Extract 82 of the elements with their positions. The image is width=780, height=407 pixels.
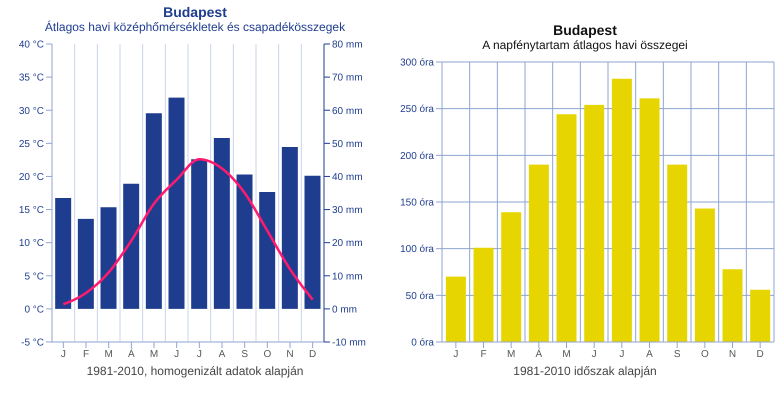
y-tick-label: 10 °C: [18, 238, 44, 250]
bar: [191, 159, 208, 309]
bar: [123, 184, 140, 309]
y-tick-label: 40 °C: [18, 40, 44, 51]
bar: [501, 212, 522, 342]
bar: [750, 290, 770, 342]
bar: [528, 164, 549, 342]
x-tick-label: Á: [535, 348, 542, 360]
bar: [214, 138, 230, 309]
y-tick-label: 200 óra: [400, 150, 434, 162]
y2-tick-label: -10 mm: [332, 338, 366, 349]
bar: [694, 208, 715, 342]
x-tick-label: S: [674, 349, 681, 360]
bar: [282, 146, 298, 309]
bar: [667, 164, 688, 342]
y-tick-label: 30 °C: [18, 106, 44, 117]
y-tick-label: 0 óra: [411, 338, 434, 349]
x-tick-label: J: [174, 349, 180, 360]
text: 1981-2010 időszak alapján: [512, 364, 658, 378]
y2-tick-label: 60 mm: [332, 106, 363, 117]
y-tick-label: 50 óra: [406, 290, 434, 302]
bar: [556, 114, 577, 342]
line-series: [62, 158, 314, 306]
chart-title: Budapest: [162, 4, 228, 20]
x-tick-label: J: [619, 349, 624, 360]
text: 1981-2010, homogenizált adatok alapján: [86, 364, 304, 378]
y2-tick-label: 50 mm: [332, 138, 363, 150]
x-tick-label: A: [646, 349, 654, 360]
y-tick-label: -5 °C: [21, 338, 44, 349]
y-tick-label: 5 °C: [24, 271, 44, 282]
x-tick-label: Á: [128, 348, 135, 360]
bar: [612, 78, 632, 342]
y-tick-label: 20 °C: [18, 172, 44, 183]
bar: [168, 98, 185, 309]
bar: [584, 104, 604, 342]
x-tick-label: M: [562, 349, 571, 360]
chart-title: Budapest: [552, 22, 618, 38]
y-tick-label: 15 °C: [18, 205, 44, 216]
bar: [146, 113, 162, 309]
bar: [236, 174, 253, 309]
y2-tick-label: 70 mm: [332, 72, 363, 84]
y-tick-label: 250 óra: [400, 104, 434, 116]
y2-tick-label: 20 mm: [332, 238, 363, 250]
bar: [640, 98, 660, 342]
y2-tick-label: 80 mm: [332, 40, 363, 51]
x-tick-label: M: [506, 349, 516, 360]
x-tick-label: O: [263, 349, 272, 360]
bar: [446, 276, 466, 342]
bar: [722, 269, 743, 342]
x-tick-label: M: [104, 349, 113, 360]
x-tick-label: S: [241, 349, 248, 360]
x-tick-label: J: [196, 349, 202, 360]
x-tick-label: J: [60, 349, 66, 360]
bar: [78, 218, 94, 309]
x-tick-label: M: [150, 349, 158, 360]
bar: [474, 248, 494, 342]
bar: [100, 207, 117, 309]
bar: [55, 198, 72, 309]
chart-subtitle: Átlagos havi középhőmérsékletek és csapadékösszegek: [44, 20, 346, 34]
bar: [304, 176, 321, 309]
x-tick-label: D: [309, 349, 316, 360]
chart-subtitle: A napfénytartam átlagos havi összegei: [481, 38, 689, 52]
x-tick-label: J: [592, 349, 597, 360]
y2-tick-label: 0 mm: [332, 304, 357, 316]
x-tick-label: O: [700, 349, 709, 360]
y-tick-label: 300 óra: [400, 58, 434, 69]
x-tick-label: F: [480, 349, 487, 360]
x-tick-label: J: [453, 349, 458, 360]
bar: [259, 192, 276, 309]
y-tick-label: 25 °C: [18, 138, 44, 150]
x-tick-label: N: [728, 349, 736, 360]
y-tick-label: 150 óra: [400, 198, 434, 209]
y2-tick-label: 40 mm: [332, 172, 363, 183]
x-tick-label: D: [756, 349, 764, 360]
y-tick-label: 100 óra: [400, 244, 434, 256]
y-tick-label: 0 °C: [24, 304, 44, 316]
y2-tick-label: 10 mm: [332, 271, 363, 282]
x-tick-label: N: [286, 349, 294, 360]
x-tick-label: F: [82, 349, 90, 360]
y-tick-label: 35 °C: [18, 72, 44, 84]
y2-tick-label: 30 mm: [332, 205, 363, 216]
x-tick-label: A: [218, 349, 226, 360]
